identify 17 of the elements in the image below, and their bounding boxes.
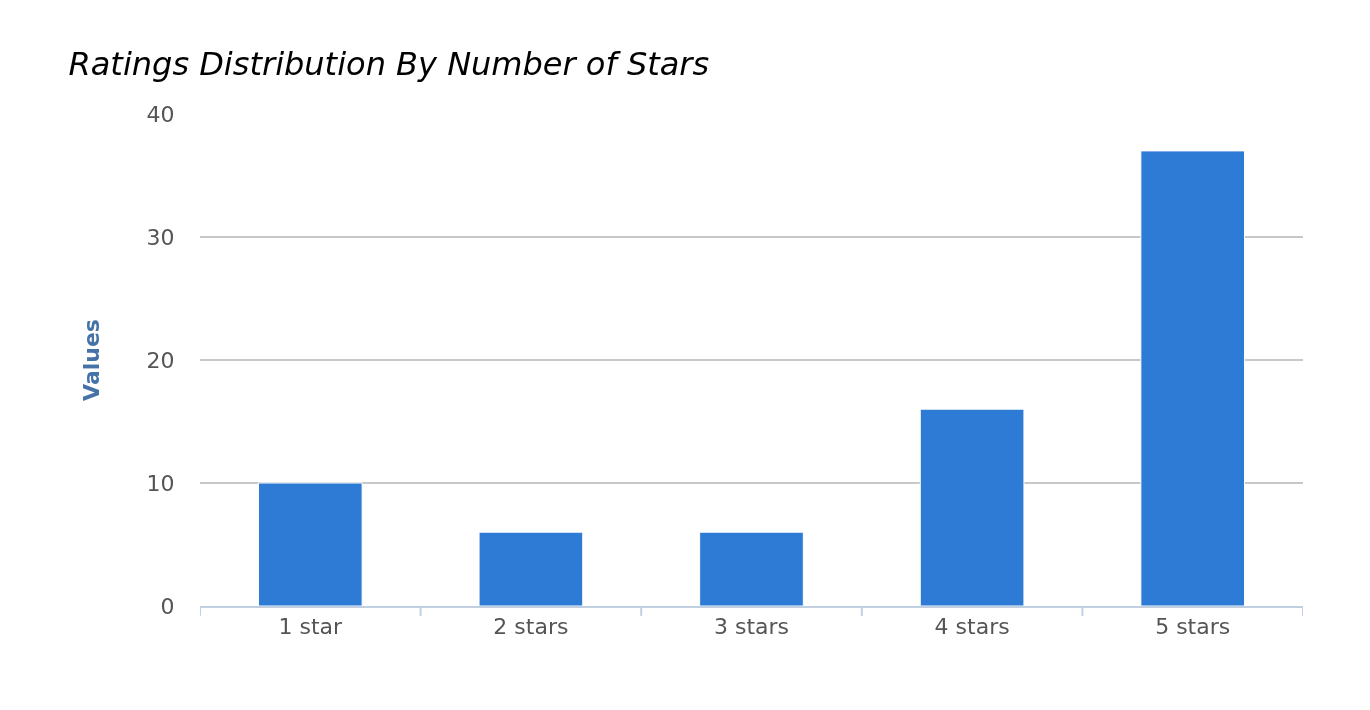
y-tick-label: 40 <box>146 101 175 127</box>
y-tick-label: 20 <box>146 347 175 373</box>
x-tick-label: 3 stars <box>713 614 790 640</box>
x-tick-label: 4 stars <box>934 614 1010 640</box>
chart-title: Ratings Distribution By Number of Stars <box>68 45 710 84</box>
y-axis-title: Values <box>79 319 105 401</box>
x-tick-label: 1 star <box>278 614 344 640</box>
bar <box>699 531 804 606</box>
bar <box>1140 150 1246 606</box>
y-tick-label: 0 <box>160 593 175 619</box>
bar <box>478 531 584 606</box>
bar <box>919 408 1025 606</box>
y-tick-label: 10 <box>146 470 175 496</box>
bar <box>257 482 363 606</box>
y-tick-label: 30 <box>146 224 175 250</box>
x-tick-label: 5 stars <box>1155 614 1231 640</box>
x-tick-label: 2 stars <box>493 614 569 640</box>
